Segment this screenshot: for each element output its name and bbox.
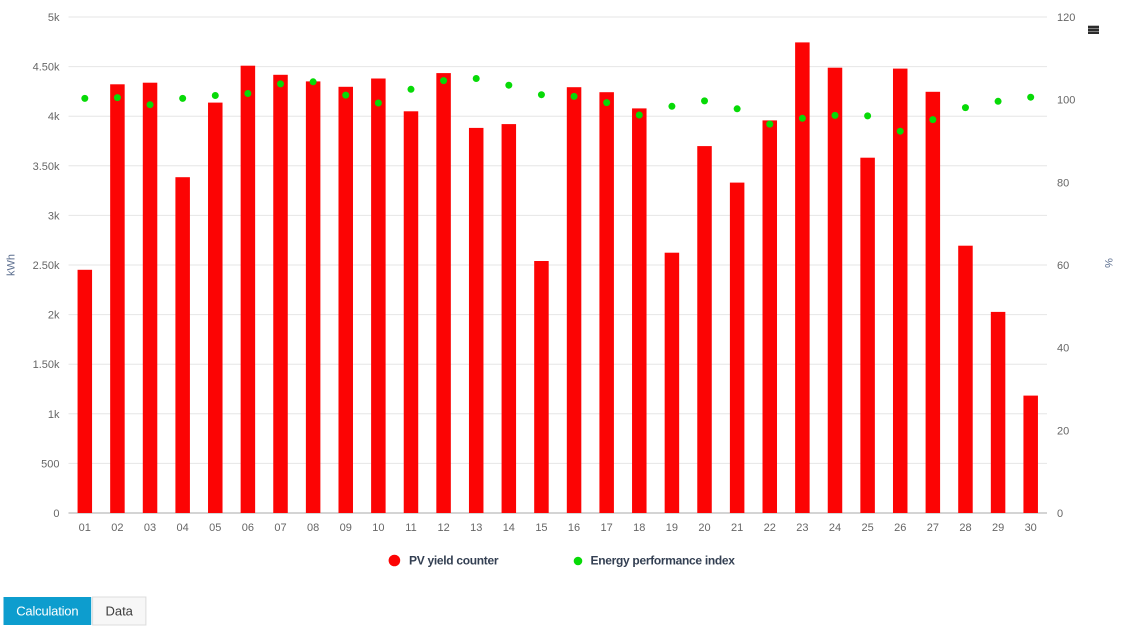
svg-text:02: 02 [111, 522, 123, 534]
svg-text:28: 28 [959, 522, 971, 534]
svg-text:Calculation: Calculation [16, 604, 78, 619]
svg-text:15: 15 [535, 522, 547, 534]
svg-text:80: 80 [1057, 177, 1069, 189]
svg-text:23: 23 [796, 522, 808, 534]
svg-text:03: 03 [144, 522, 156, 534]
svg-text:%: % [1102, 258, 1114, 268]
svg-text:4k: 4k [48, 111, 60, 123]
svg-text:3k: 3k [48, 210, 60, 222]
svg-text:10: 10 [372, 522, 384, 534]
svg-text:500: 500 [41, 458, 59, 470]
svg-text:18: 18 [633, 522, 645, 534]
svg-text:Energy performance index: Energy performance index [591, 554, 736, 568]
svg-text:100: 100 [1057, 95, 1075, 107]
svg-text:14: 14 [503, 522, 515, 534]
svg-text:120: 120 [1057, 12, 1075, 24]
svg-text:2.50k: 2.50k [33, 260, 60, 272]
svg-text:22: 22 [764, 522, 776, 534]
svg-text:11: 11 [405, 522, 416, 534]
svg-text:1.50k: 1.50k [33, 359, 60, 371]
svg-text:08: 08 [307, 522, 319, 534]
svg-text:26: 26 [894, 522, 906, 534]
svg-text:3.50k: 3.50k [33, 161, 60, 173]
svg-text:5k: 5k [48, 12, 60, 24]
svg-text:13: 13 [470, 522, 482, 534]
svg-text:12: 12 [437, 522, 449, 534]
svg-text:PV yield counter: PV yield counter [409, 554, 499, 568]
svg-text:20: 20 [1057, 425, 1069, 437]
svg-text:19: 19 [666, 522, 678, 534]
svg-text:1k: 1k [48, 409, 60, 421]
svg-text:29: 29 [992, 522, 1004, 534]
svg-text:17: 17 [601, 522, 613, 534]
svg-text:21: 21 [731, 522, 743, 534]
svg-text:60: 60 [1057, 260, 1069, 272]
svg-text:20: 20 [698, 522, 710, 534]
svg-text:05: 05 [209, 522, 221, 534]
svg-text:09: 09 [340, 522, 352, 534]
svg-text:4.50k: 4.50k [33, 62, 60, 74]
svg-text:2k: 2k [48, 310, 60, 322]
svg-text:30: 30 [1025, 522, 1037, 534]
svg-text:40: 40 [1057, 343, 1069, 355]
svg-text:25: 25 [861, 522, 873, 534]
svg-text:04: 04 [177, 522, 189, 534]
svg-text:24: 24 [829, 522, 841, 534]
svg-text:16: 16 [568, 522, 580, 534]
svg-text:Data: Data [105, 604, 133, 619]
svg-text:kWh: kWh [6, 254, 18, 276]
svg-text:0: 0 [53, 508, 59, 520]
svg-text:0: 0 [1057, 508, 1063, 520]
svg-text:07: 07 [274, 522, 286, 534]
svg-text:06: 06 [242, 522, 254, 534]
svg-text:27: 27 [927, 522, 939, 534]
svg-text:01: 01 [79, 522, 91, 534]
